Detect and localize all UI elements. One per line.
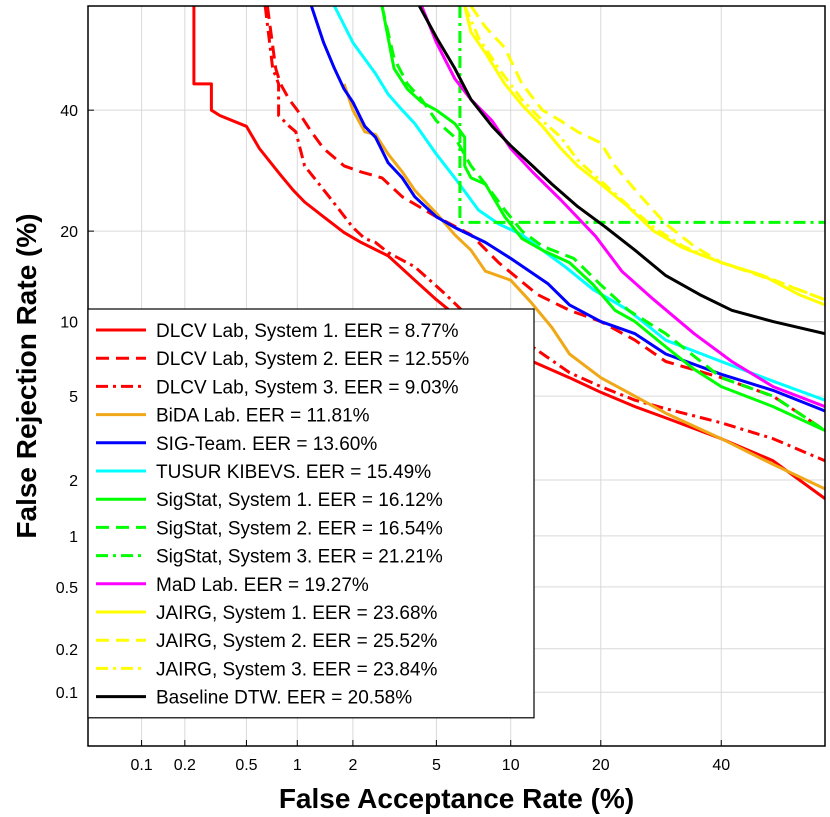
x-tick-label: 0.5 [235,757,257,774]
series-line-13 [418,6,825,336]
legend-entry-5: TUSUR KIBEVS. EER = 15.49% [156,462,431,483]
y-tick-label: 1 [69,529,78,546]
series-line-3 [342,83,825,491]
y-tick-label: 0.1 [56,685,78,702]
det-curves [192,6,825,500]
x-tick-label: 10 [502,757,520,774]
legend-entry-1: DLCV Lab, System 2. EER = 12.55% [156,349,469,370]
y-tick-label: 0.2 [56,642,78,659]
legend-box [87,308,535,719]
legend-entry-2: DLCV Lab, System 3. EER = 9.03% [156,377,459,398]
y-tick-label: 2 [69,473,78,490]
x-tick-label: 20 [592,757,610,774]
x-tick-label: 5 [432,757,441,774]
series-line-4 [309,6,825,413]
legend-entry-13: Baseline DTW. EER = 20.58% [156,688,412,709]
y-tick-label: 0.5 [56,580,78,597]
y-tick-label: 5 [69,389,78,406]
series-line-11 [469,6,825,302]
series-line-6 [380,6,825,432]
y-tick-labels: 0.1 0.2 0.5 1 2 5 10 20 40 [56,103,78,702]
series-line-1 [265,6,825,432]
legend: DLCV Lab, System 1. EER = 8.77% DLCV Lab,… [87,308,535,719]
series-line-2 [263,6,825,463]
legend-entry-3: BiDA Lab. EER = 11.81% [156,406,370,427]
x-tick-label: 1 [293,757,302,774]
y-axis-label: False Rejection Rate (%) [11,213,42,538]
legend-entry-11: JAIRG, System 2. EER = 25.52% [156,631,438,652]
series-line-7 [380,6,825,432]
series-line-9 [420,6,825,408]
legend-entry-9: MaD Lab. EER = 19.27% [156,575,369,596]
legend-entry-8: SigStat, System 3. EER = 21.21% [156,547,443,568]
legend-entry-7: SigStat, System 2. EER = 16.54% [156,518,443,539]
x-tick-labels: 0.1 0.2 0.5 1 2 5 10 20 40 [130,757,730,774]
legend-entry-6: SigStat, System 1. EER = 16.12% [156,490,443,511]
legend-entry-10: JAIRG, System 1. EER = 23.68% [156,603,438,624]
series-line-0 [192,6,825,500]
x-tick-label: 40 [712,757,730,774]
y-tick-label: 40 [60,103,78,120]
x-tick-label: 0.1 [130,757,152,774]
series-line-12 [463,6,825,302]
series-line-8 [458,6,825,224]
legend-entry-0: DLCV Lab, System 1. EER = 8.77% [156,321,459,342]
legend-entry-12: JAIRG, System 3. EER = 23.84% [156,659,438,680]
legend-entry-4: SIG-Team. EER = 13.60% [156,434,377,455]
x-axis-label: False Acceptance Rate (%) [279,783,634,814]
x-tick-label: 2 [348,757,357,774]
y-tick-label: 10 [60,315,78,332]
x-tick-label: 0.2 [174,757,196,774]
y-tick-label: 20 [60,224,78,241]
